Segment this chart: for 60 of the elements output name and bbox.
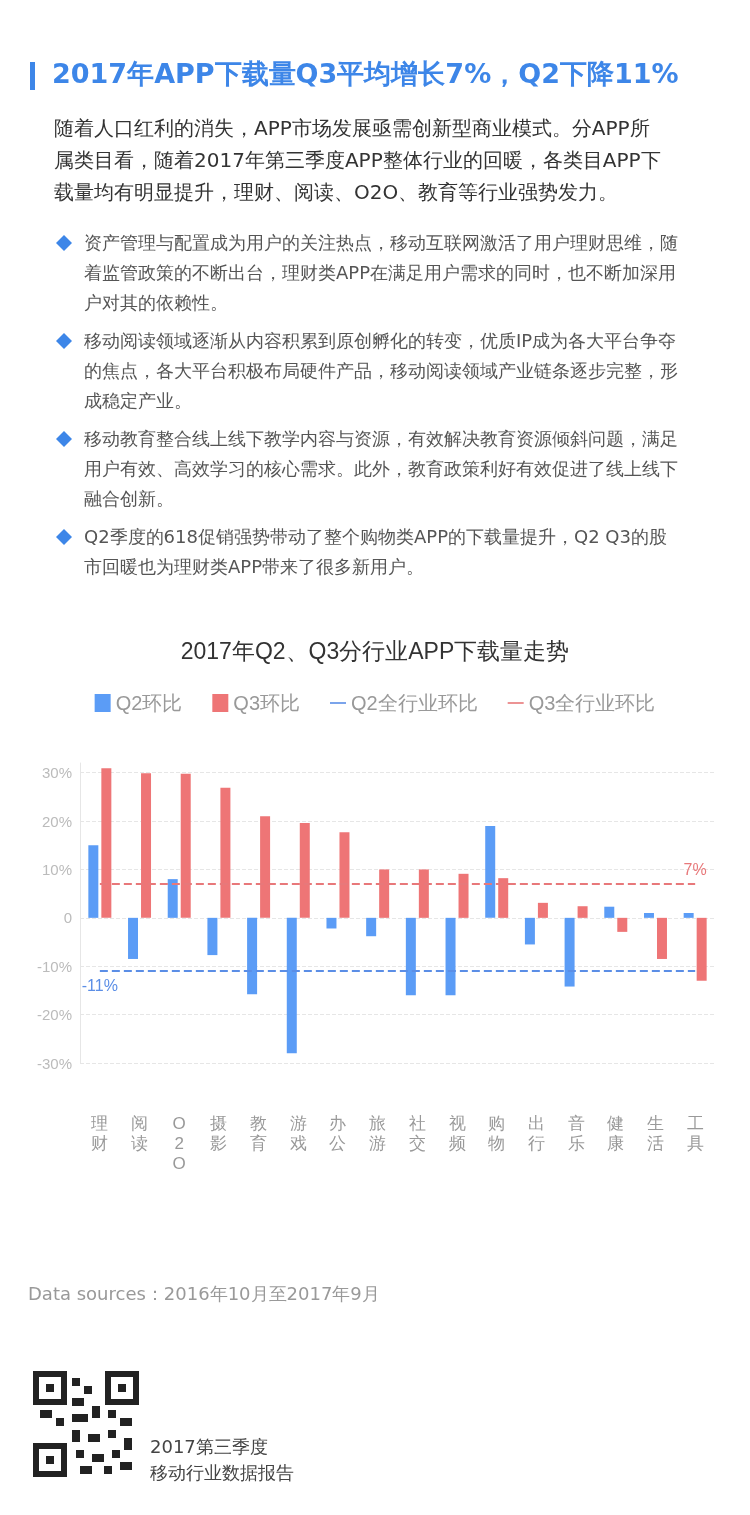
- text: Q2季度的618促销强势带动了整个购物类APP的下载量提升，Q2 Q3的股市回暖也为理财类APP带来了很多新用户。: [84, 525, 668, 579]
- x-tick-label: O2O: [172, 1113, 186, 1173]
- x-tick-label: 出行: [527, 1113, 545, 1153]
- bar: [537, 902, 548, 918]
- bar: [524, 917, 535, 945]
- x-tick-label: 办公: [329, 1113, 347, 1153]
- legend-label: Q3环比: [233, 692, 301, 714]
- bar: [286, 917, 297, 1054]
- bar: [128, 917, 139, 959]
- bar: [604, 906, 615, 918]
- bar: [326, 917, 337, 929]
- data-label: 7%: [683, 861, 707, 879]
- y-tick-label: 30%: [41, 764, 72, 782]
- bar: [643, 913, 654, 918]
- legend-label: Q3全行业环比: [528, 692, 656, 714]
- bar: [405, 917, 416, 996]
- y-tick-label: 10%: [41, 860, 72, 878]
- x-tick-label: 摄影: [210, 1113, 228, 1153]
- bar: [247, 917, 258, 995]
- x-tick-label: 生活: [646, 1113, 664, 1153]
- x-tick-label: 教育: [250, 1113, 268, 1153]
- bar: [88, 845, 99, 918]
- x-tick-label: 理财: [91, 1113, 109, 1153]
- bar: [366, 917, 377, 937]
- x-tick-label: 工具: [686, 1113, 704, 1153]
- bar: [564, 917, 575, 987]
- chart-title: 2017年Q2、Q3分行业APP下载量走势: [180, 637, 570, 664]
- x-tick-label: 购物: [488, 1113, 506, 1153]
- y-tick-label: -30%: [36, 1054, 72, 1072]
- text: 移动教育整合线上线下教学内容与资源，有效解决教育资源倾斜问题，满足用户有效、高效学习的核心需求。此外，教育政策利好有效促进了线上线下融合创新。: [84, 427, 679, 511]
- text: 随着人口红利的消失，APP市场发展亟需创新型商业模式。分APP所属类目看，随着2017年第三季度APP整体行业的回暖，各类目APP下载量均有明显提升，理财、阅读、O2O、教育等行业强势发力。: [54, 115, 662, 206]
- bar: [445, 917, 456, 996]
- text: 2017第三季度: [150, 1435, 269, 1459]
- bar: [617, 917, 628, 932]
- bar: [485, 825, 496, 918]
- text: 资产管理与配置成为用户的关注热点，移动互联网激活了用户理财思维，随着监管政策的不断出台，理财类APP在满足用户需求的同时，也不断加深用户对其的依赖性。: [84, 231, 679, 315]
- x-tick-label: 健康: [607, 1113, 625, 1153]
- y-tick-label: -20%: [36, 1006, 72, 1024]
- bar: [577, 906, 588, 918]
- legend-label: Q2全行业环比: [351, 692, 478, 714]
- x-tick-label: 阅读: [131, 1113, 149, 1153]
- text: 移动行业数据报告: [150, 1461, 295, 1485]
- x-tick-label: 游戏: [289, 1113, 307, 1153]
- bar: [696, 917, 707, 981]
- y-tick-label: -10%: [36, 957, 72, 975]
- x-tick-label: 社交: [408, 1113, 426, 1153]
- y-tick-label: 0: [63, 909, 72, 927]
- legend-label: Q2环比: [115, 692, 183, 714]
- data-label: -11%: [81, 976, 118, 994]
- text: 移动阅读领域逐渐从内容积累到原创孵化的转变，优质IP成为各大平台争夺的焦点，各大平台积极布局硬件产品，移动阅读领域产业链条逐步完整，形成稳定产业。: [84, 329, 679, 413]
- bar: [656, 917, 667, 959]
- y-tick-label: 20%: [41, 812, 72, 830]
- text: Data sources：2016年10月至2017年9月: [28, 1282, 380, 1306]
- bar: [167, 879, 178, 918]
- bar: [683, 913, 694, 918]
- x-tick-label: 音乐: [567, 1113, 585, 1153]
- bar: [207, 917, 218, 956]
- x-tick-label: 视频: [448, 1113, 466, 1153]
- text: 2017年APP下载量Q3平均增长7%，Q2下降11%: [51, 57, 680, 91]
- x-tick-label: 旅游: [369, 1113, 387, 1153]
